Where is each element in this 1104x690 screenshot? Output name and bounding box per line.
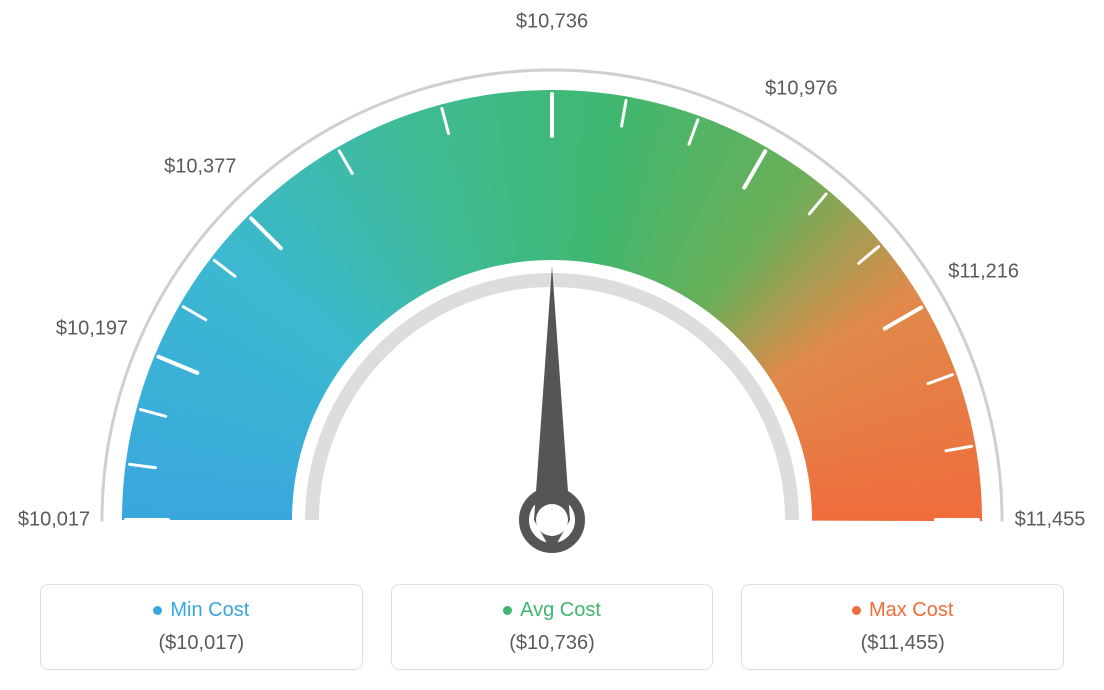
gauge-tick-label: $10,197 bbox=[56, 318, 128, 341]
legend-dot-avg bbox=[503, 606, 512, 615]
legend-title-max: Max Cost bbox=[852, 599, 953, 622]
legend-card-avg: Avg Cost ($10,736) bbox=[391, 584, 714, 670]
legend-title-min: Min Cost bbox=[153, 599, 249, 622]
legend-dot-max bbox=[852, 606, 861, 615]
legend-value-avg: ($10,736) bbox=[402, 632, 703, 655]
gauge-tick-label: $10,377 bbox=[164, 156, 236, 179]
legend-title-avg: Avg Cost bbox=[503, 599, 601, 622]
legend-title-avg-text: Avg Cost bbox=[520, 599, 601, 622]
gauge-tick-label: $10,976 bbox=[765, 77, 837, 100]
legend-value-max: ($11,455) bbox=[752, 632, 1053, 655]
legend-value-min: ($10,017) bbox=[51, 632, 352, 655]
gauge-tick-label: $10,736 bbox=[516, 11, 588, 34]
gauge-tick-label: $11,455 bbox=[1015, 509, 1086, 532]
legend-dot-min bbox=[153, 606, 162, 615]
gauge-tick-label: $10,017 bbox=[18, 509, 90, 532]
legend-title-max-text: Max Cost bbox=[869, 599, 953, 622]
legend-title-min-text: Min Cost bbox=[170, 599, 249, 622]
legend-card-min: Min Cost ($10,017) bbox=[40, 584, 363, 670]
cost-gauge: $10,017 $10,197 $10,377 $10,736 $10,976 $11,2… bbox=[0, 0, 1104, 560]
legend-card-max: Max Cost ($11,455) bbox=[741, 584, 1064, 670]
gauge-tick-label: $11,216 bbox=[948, 260, 1019, 283]
legend-row: Min Cost ($10,017) Avg Cost ($10,736) Ma… bbox=[40, 584, 1064, 670]
gauge-svg bbox=[0, 0, 1104, 560]
